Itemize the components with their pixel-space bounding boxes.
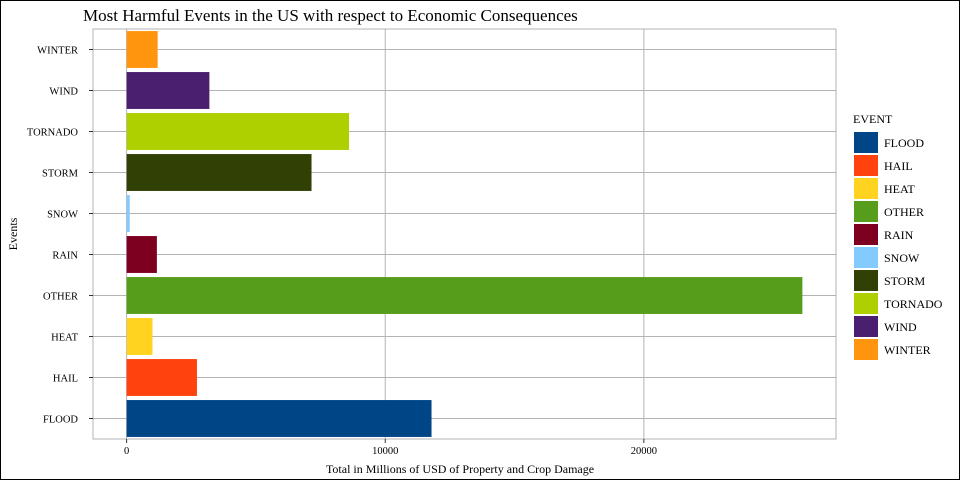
bar-winter bbox=[126, 31, 158, 68]
bar-snow bbox=[126, 195, 130, 232]
legend-swatch-snow bbox=[854, 247, 878, 268]
bar-hail bbox=[126, 359, 197, 396]
y-tick-label-winter: WINTER bbox=[37, 46, 78, 57]
legend: EVENT FLOOD HAIL HEAT OTHER RAIN SNOW STORM TOR… bbox=[853, 112, 943, 360]
legend-swatch-flood bbox=[854, 132, 878, 153]
x-tick-label-0: 0 bbox=[124, 446, 129, 457]
y-tick-label-rain: RAIN bbox=[52, 251, 78, 262]
legend-label-tornado: TORNADO bbox=[884, 297, 943, 311]
legend-label-winter: WINTER bbox=[884, 343, 931, 357]
chart-title: Most Harmful Events in the US with respe… bbox=[83, 6, 578, 25]
bar-wind bbox=[126, 72, 210, 109]
legend-swatch-tornado bbox=[854, 293, 878, 314]
bar-storm bbox=[126, 154, 312, 191]
legend-label-storm: STORM bbox=[884, 274, 925, 288]
y-axis-title: Events bbox=[6, 217, 20, 250]
legend-swatch-hail bbox=[854, 155, 878, 176]
y-tick-label-hail: HAIL bbox=[53, 374, 78, 385]
x-tick-labels: 0 10000 20000 bbox=[124, 439, 657, 457]
bar-other bbox=[126, 277, 803, 314]
legend-label-snow: SNOW bbox=[884, 251, 920, 265]
x-tick-label-10000: 10000 bbox=[372, 446, 398, 457]
y-tick-label-heat: HEAT bbox=[51, 333, 78, 344]
y-tick-label-other: OTHER bbox=[43, 292, 78, 303]
y-tick-label-flood: FLOOD bbox=[43, 415, 78, 426]
y-tick-label-snow: SNOW bbox=[47, 210, 78, 221]
y-tick-labels: FLOOD HAIL HEAT OTHER RAIN SNOW STORM TORNADO WI… bbox=[27, 46, 93, 426]
bar-heat bbox=[126, 318, 153, 355]
plot-panel bbox=[92, 28, 837, 440]
bar-tornado bbox=[126, 113, 350, 150]
legend-label-rain: RAIN bbox=[884, 228, 914, 242]
legend-swatch-heat bbox=[854, 178, 878, 199]
legend-title: EVENT bbox=[853, 112, 893, 126]
y-tick-label-wind: WIND bbox=[49, 87, 78, 98]
legend-swatch-winter bbox=[854, 339, 878, 360]
legend-label-other: OTHER bbox=[884, 205, 924, 219]
bars bbox=[126, 31, 803, 437]
bar-flood bbox=[126, 400, 432, 437]
x-tick-label-20000: 20000 bbox=[631, 446, 657, 457]
legend-label-flood: FLOOD bbox=[884, 136, 924, 150]
legend-label-heat: HEAT bbox=[884, 182, 915, 196]
bar-rain bbox=[126, 236, 157, 273]
y-tick-label-storm: STORM bbox=[42, 169, 79, 180]
y-tick-label-tornado: TORNADO bbox=[27, 128, 79, 139]
legend-label-hail: HAIL bbox=[884, 159, 913, 173]
legend-swatch-storm bbox=[854, 270, 878, 291]
legend-swatch-other bbox=[854, 201, 878, 222]
legend-swatch-wind bbox=[854, 316, 878, 337]
legend-swatch-rain bbox=[854, 224, 878, 245]
legend-items: FLOOD HAIL HEAT OTHER RAIN SNOW STORM TORNADO WI… bbox=[854, 132, 943, 360]
legend-label-wind: WIND bbox=[884, 320, 917, 334]
x-axis-title: Total in Millions of USD of Property and… bbox=[326, 462, 594, 476]
